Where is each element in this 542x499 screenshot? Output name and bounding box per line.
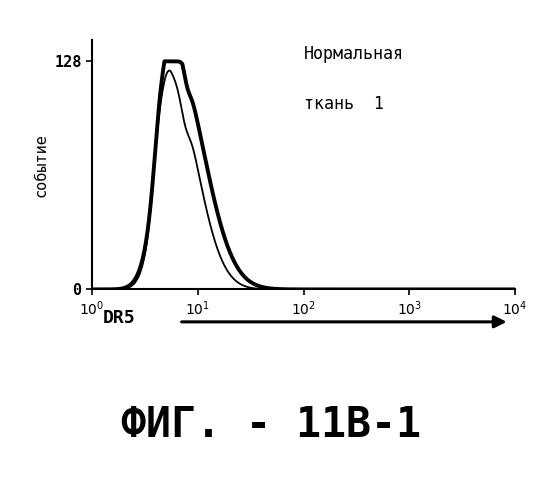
Text: ткань  1: ткань 1 bbox=[304, 95, 384, 113]
Text: ФИГ. - 11В-1: ФИГ. - 11В-1 bbox=[121, 404, 421, 446]
Y-axis label: событие: событие bbox=[34, 133, 49, 197]
Text: Нормальная: Нормальная bbox=[304, 45, 404, 63]
Text: DR5: DR5 bbox=[103, 309, 136, 327]
